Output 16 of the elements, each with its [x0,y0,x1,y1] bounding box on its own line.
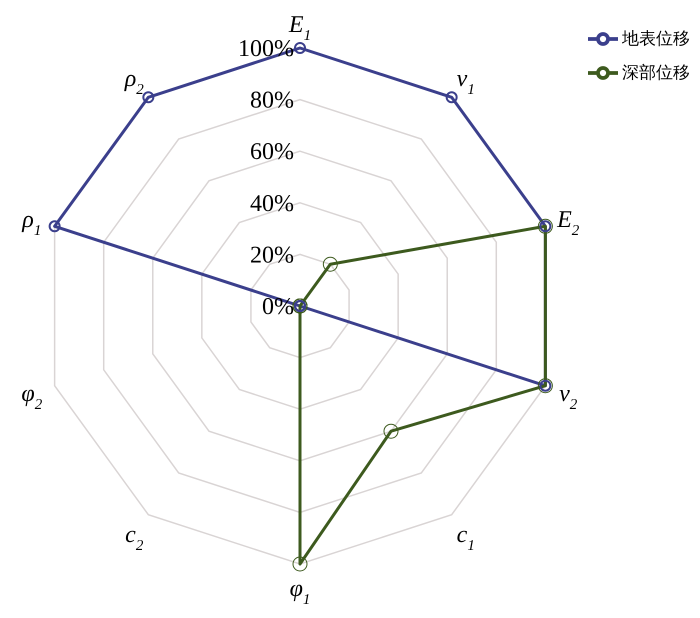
spoke-label: c$_{2}$ [125,522,144,554]
y-tick-label: 0% [262,294,294,320]
spoke-label: E$_{2}$ [556,206,580,239]
legend-label: 深部位移 [622,63,690,83]
spoke-label: c$_{1}$ [456,522,475,554]
spoke-label: v$_{1}$ [456,66,475,98]
spoke-label: v$_{2}$ [559,381,578,414]
y-tick-label: 60% [250,139,294,166]
y-tick-label: 20% [250,242,294,268]
spoke-label: φ$_{2}$ [21,381,43,414]
spoke-label: ρ$_{1}$ [21,206,42,239]
y-tick-label: 80% [250,88,294,114]
spoke-label: ρ$_{2}$ [124,66,144,98]
legend-label: 地表位移 [622,29,690,49]
y-tick-label: 40% [250,190,294,217]
spoke-label: φ$_{1}$ [290,576,310,608]
